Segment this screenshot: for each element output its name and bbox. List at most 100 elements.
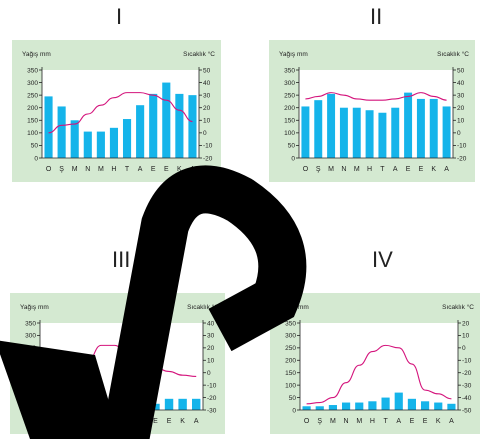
precip-bar: [355, 402, 364, 410]
y2-tick-label: 30: [207, 333, 215, 340]
y2-tick-label: 0: [457, 130, 461, 137]
precip-bar: [365, 110, 374, 158]
y-tick-label: 50: [289, 395, 297, 402]
precip-bar: [137, 405, 147, 410]
y-tick-label: 250: [285, 345, 296, 352]
y2-tick-label: 0: [462, 345, 466, 352]
precip-bar: [416, 98, 425, 158]
y-tick-label: 300: [284, 80, 295, 87]
chart-svg: Yağış mm Sıcaklık °C050100150200250300350…: [279, 50, 469, 173]
month-label: T: [380, 166, 385, 173]
month-label: E: [164, 166, 169, 173]
y-tick-label: 0: [292, 407, 296, 414]
y2-tick-label: -50: [462, 407, 472, 414]
chart-svg: Yağış mm Sıcaklık °C050100150200250300350…: [280, 303, 474, 425]
y2-tick-label: -10: [457, 143, 467, 150]
y2-tick-label: 20: [462, 320, 470, 327]
month-label: M: [328, 166, 334, 173]
precip-bar: [164, 398, 174, 410]
y2-tick-label: 40: [207, 320, 215, 327]
month-label: Ş: [59, 166, 64, 173]
month-label: K: [180, 418, 185, 425]
plot-area: [299, 70, 453, 158]
precip-bar: [162, 82, 171, 158]
month-label: M: [330, 418, 336, 425]
precip-bar: [42, 398, 52, 410]
precip-bar: [136, 105, 145, 158]
precip-bar: [368, 401, 377, 410]
y2-tick-label: -30: [462, 382, 472, 389]
y-tick-label: 250: [25, 345, 36, 352]
y2-tick-label: 30: [457, 92, 465, 99]
y-tick-label: 200: [25, 358, 36, 365]
month-label: M: [71, 418, 77, 425]
y-axis-title: Yağış mm: [279, 51, 308, 58]
month-label: T: [126, 418, 131, 425]
y-tick-label: 350: [27, 67, 38, 74]
precip-bar: [178, 398, 187, 410]
y-tick-label: 50: [31, 143, 39, 150]
y2-axis-title: Sıcaklık °C: [187, 303, 219, 311]
temperature-line: [305, 92, 447, 101]
y2-tick-label: -40: [462, 395, 472, 402]
month-label: N: [85, 166, 90, 173]
precip-bar: [149, 93, 158, 158]
panel-label-3: III: [112, 247, 131, 272]
precip-bar: [96, 396, 106, 410]
precip-bar: [302, 406, 311, 410]
month-label: H: [367, 166, 372, 173]
y-tick-label: 300: [25, 333, 36, 340]
y-tick-label: 300: [27, 80, 38, 87]
y2-tick-label: 0: [203, 130, 207, 137]
y2-tick-label: 50: [203, 67, 211, 74]
y2-tick-label: -10: [207, 382, 217, 389]
y2-tick-label: -30: [207, 407, 217, 414]
month-label: O: [303, 166, 309, 173]
precip-bar: [83, 398, 92, 410]
y2-axis-title: Sıcaklık °C: [442, 303, 474, 311]
month-label: E: [419, 166, 424, 173]
precip-bar: [188, 95, 197, 158]
month-label: O: [46, 166, 52, 173]
month-label: Ş: [316, 166, 321, 173]
precip-bar: [96, 131, 105, 158]
precip-bar: [122, 119, 132, 158]
month-label: H: [111, 166, 116, 173]
month-label: H: [370, 418, 375, 425]
precip-bar: [56, 400, 65, 410]
month-label: Ş: [317, 418, 322, 425]
plot-area: [42, 70, 199, 158]
y-tick-label: 250: [27, 92, 38, 99]
precip-bar: [339, 107, 348, 158]
y-tick-label: 100: [285, 382, 296, 389]
y-tick-label: 0: [34, 155, 38, 162]
precip-bar: [404, 92, 413, 158]
precip-bar: [44, 96, 53, 158]
precip-bar: [191, 398, 201, 410]
panel-label-2: II: [370, 4, 383, 29]
y-tick-label: 300: [285, 333, 296, 340]
precip-bar: [429, 98, 438, 158]
month-label: M: [356, 418, 362, 425]
temperature-line: [306, 344, 452, 405]
y2-tick-label: 10: [207, 358, 215, 365]
y-tick-label: 200: [285, 358, 296, 365]
precip-bar: [110, 400, 119, 410]
precip-bar: [342, 402, 351, 410]
precip-bar: [378, 112, 387, 158]
y-tick-label: 150: [25, 370, 36, 377]
precip-bar: [352, 107, 361, 158]
month-label: K: [436, 418, 441, 425]
month-label: M: [98, 166, 104, 173]
month-label: N: [344, 418, 349, 425]
precip-bar: [391, 107, 400, 158]
y-axis-title: Yağış mm: [280, 304, 309, 311]
precip-bar: [151, 403, 160, 410]
precip-bar: [327, 93, 336, 158]
precip-bar: [434, 402, 443, 410]
y-tick-label: 100: [284, 130, 295, 137]
month-label: A: [190, 166, 195, 173]
climate-chart-1: Yağış mm Sıcaklık °C 0 50 100 150 200 250 300 350…: [12, 40, 221, 182]
y-tick-label: 250: [284, 92, 295, 99]
precip-bar: [69, 400, 79, 410]
